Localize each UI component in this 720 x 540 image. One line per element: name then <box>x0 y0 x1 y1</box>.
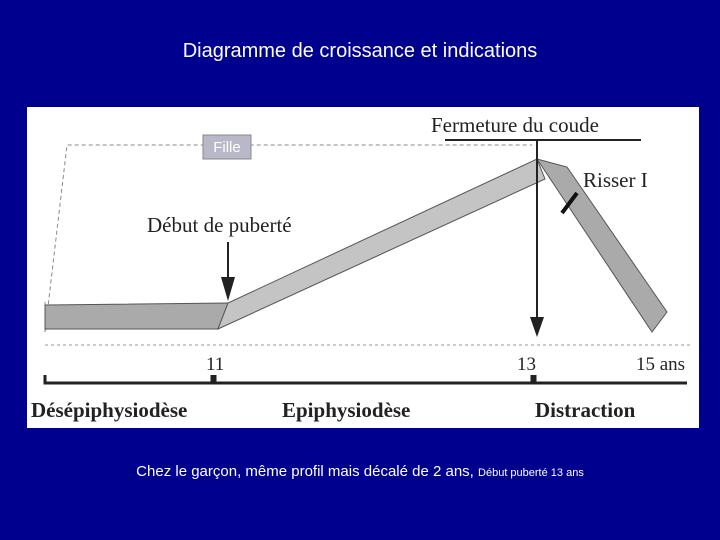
slide-title: Diagramme de croissance et indications <box>182 40 538 62</box>
diagram: Fille Fermeture du coude Risser I Début … <box>27 107 699 428</box>
axis-tick-label: 13 <box>517 354 536 375</box>
caption: Chez le garçon, même profil mais décalé … <box>0 463 720 480</box>
phase-label: Désépiphysiodèse <box>31 398 187 422</box>
elbow-label: Fermeture du coude <box>431 113 599 137</box>
phase-label: Distraction <box>535 398 636 422</box>
caption-note: Début puberté 13 ans <box>478 467 584 479</box>
phase-bracket <box>43 375 214 385</box>
caption-text: Chez le garçon, même profil mais décalé … <box>136 463 474 480</box>
risser-label: Risser I <box>583 168 648 192</box>
risser-mark <box>560 191 579 215</box>
phase-bracket <box>213 375 534 385</box>
puberty-label: Début de puberté <box>147 213 292 237</box>
tag-label: Fille <box>213 139 241 156</box>
puberty-arrowhead <box>221 277 235 301</box>
diagram-background <box>27 107 699 428</box>
elbow-arrowhead <box>530 317 544 337</box>
band-flat <box>44 302 229 330</box>
back-wall <box>44 144 532 333</box>
tag-box <box>202 134 252 160</box>
phase-label: Epiphysiodèse <box>282 398 410 422</box>
axis-tick-label: 15 ans <box>636 354 685 375</box>
phase-bracket <box>533 375 687 385</box>
axis-tick-label: 11 <box>206 354 224 375</box>
